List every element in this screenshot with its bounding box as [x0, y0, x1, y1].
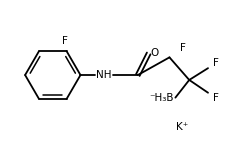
Text: F: F — [180, 42, 186, 53]
Text: NH: NH — [97, 70, 112, 80]
Text: F: F — [62, 36, 68, 46]
Text: F: F — [213, 58, 219, 68]
Text: K⁺: K⁺ — [176, 122, 188, 132]
Text: ⁻H₃B: ⁻H₃B — [149, 93, 174, 103]
Text: F: F — [213, 93, 219, 103]
Text: O: O — [150, 49, 159, 58]
